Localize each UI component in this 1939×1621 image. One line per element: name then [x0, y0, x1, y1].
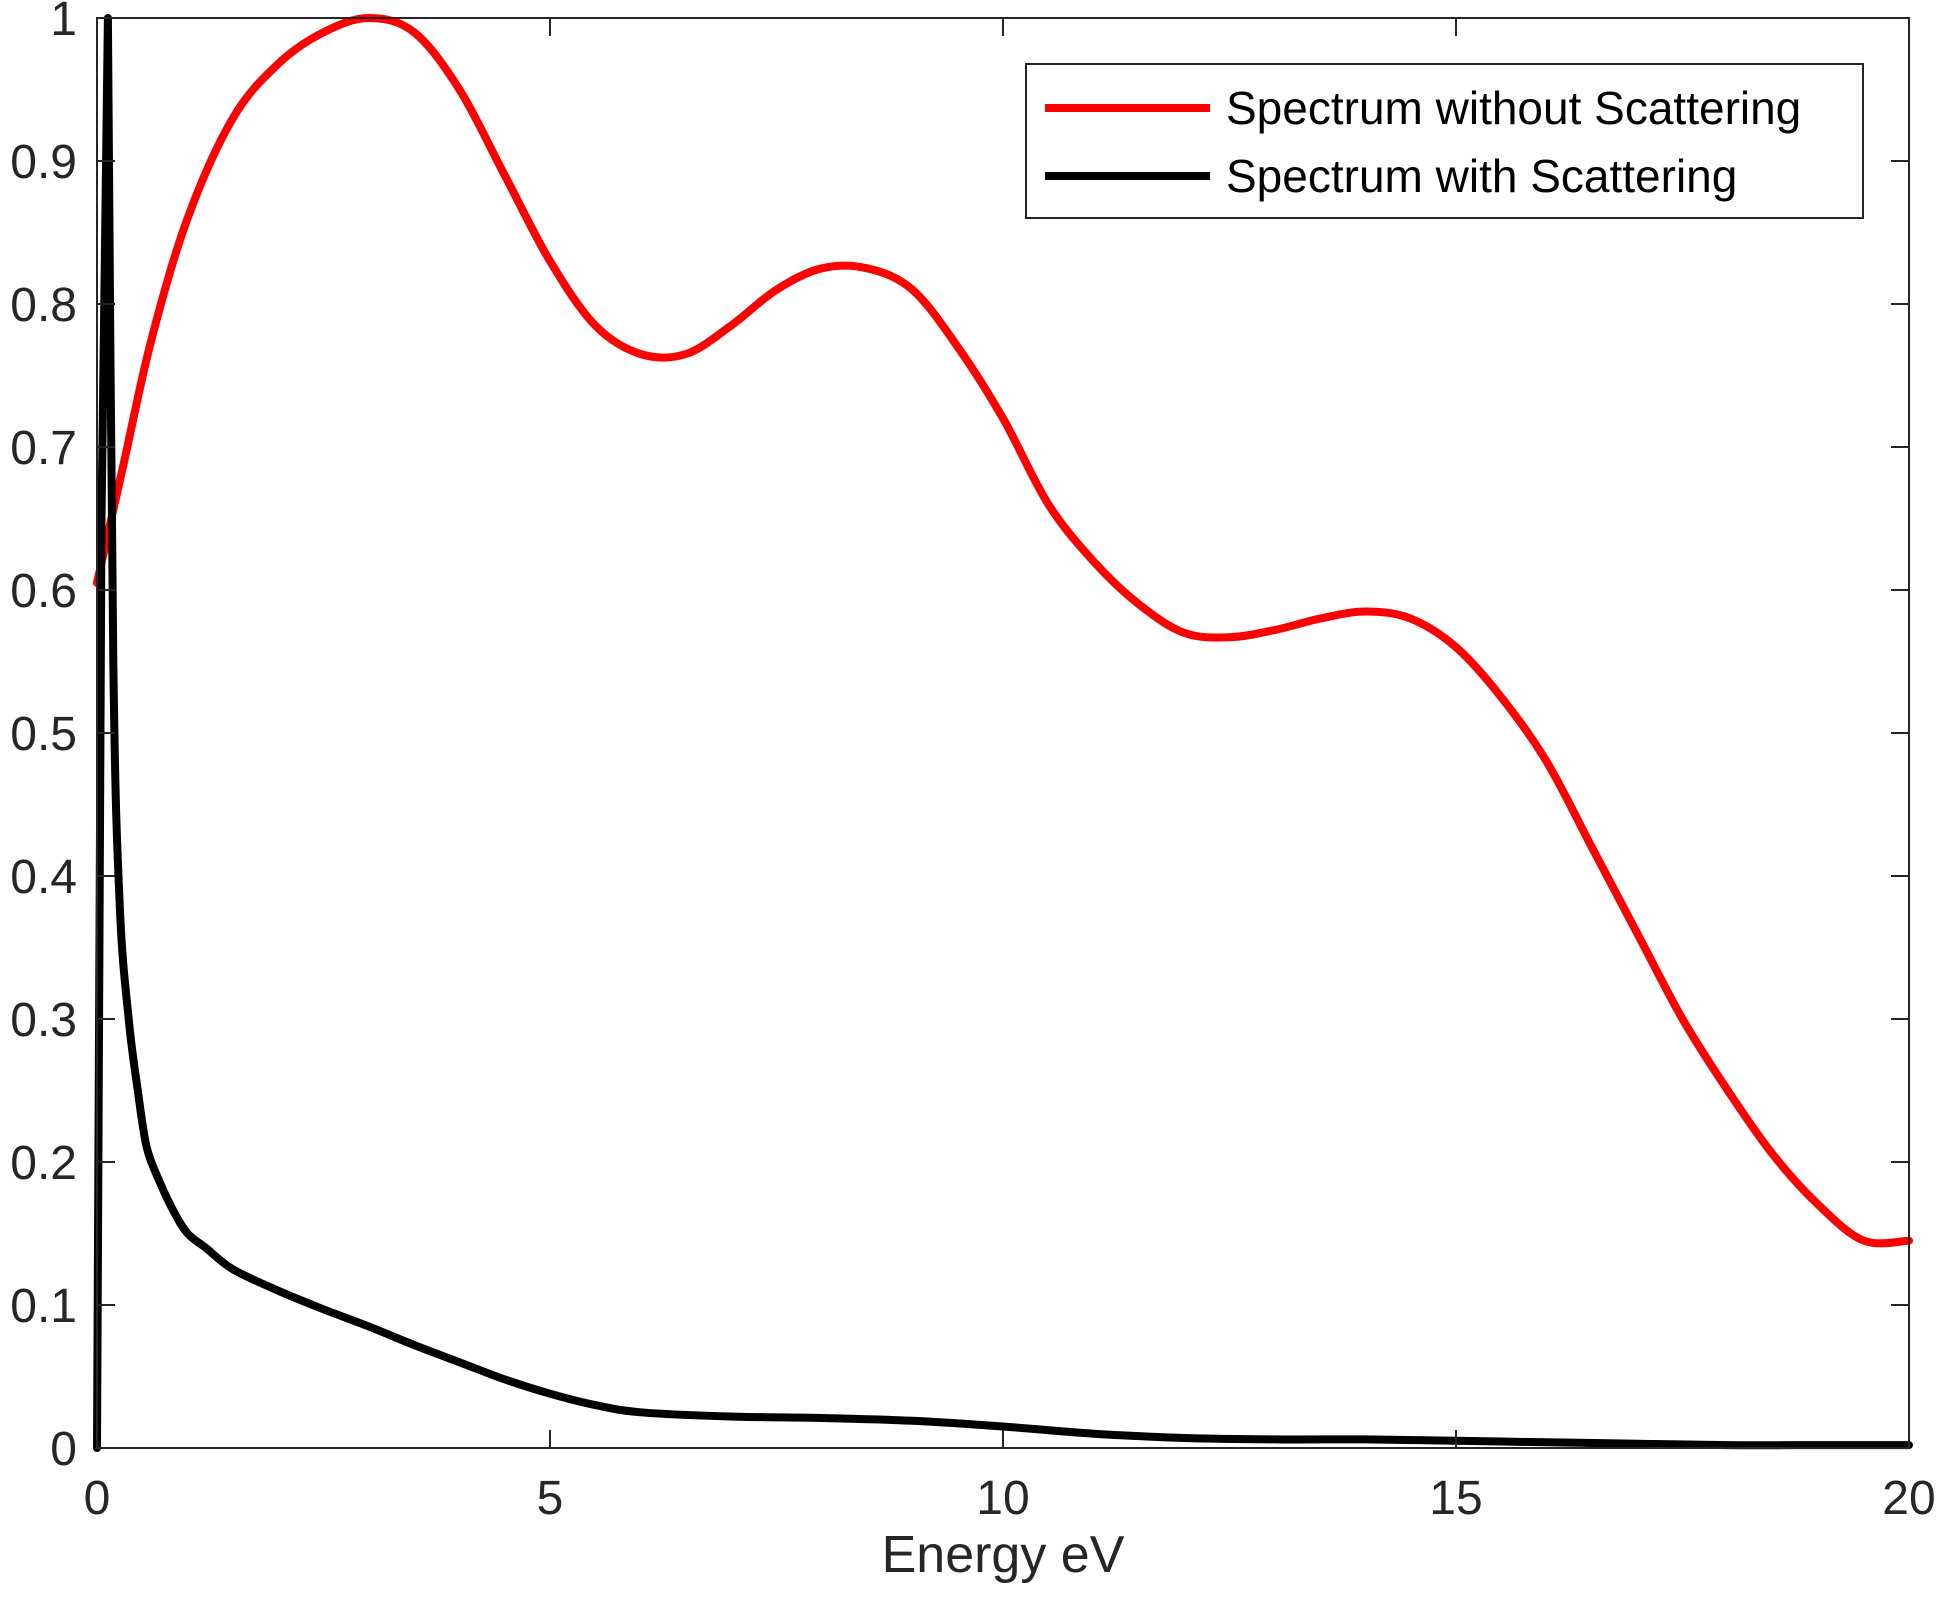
y-tick-label: 1: [50, 0, 77, 46]
y-tick-label: 0.4: [10, 851, 77, 904]
series-line-spectrum-with-scattering: [93, 14, 1913, 1452]
tick-layer: 0 5 10 15 20 0 0.1 0.2 0.3 0.4 0.5 0.6 0.7 0.8 0.9 1: [10, 0, 1935, 1525]
x-axis-title: Energy eV: [882, 1526, 1125, 1584]
series-layer: [93, 14, 1913, 1452]
y-tick-label: 0.1: [10, 1280, 77, 1333]
legend-box: [1025, 63, 1864, 219]
y-tick-label: 0.3: [10, 994, 77, 1047]
x-tick-label: 5: [537, 1472, 564, 1525]
legend-label-spectrum-without-scattering: Spectrum without Scattering: [1226, 82, 1801, 134]
y-tick-label: 0.9: [10, 136, 77, 189]
x-tick-label: 20: [1882, 1472, 1935, 1525]
y-tick-label: 0.6: [10, 565, 77, 618]
series-line-spectrum-without-scattering: [93, 14, 1913, 1248]
x-tick-label: 0: [84, 1472, 111, 1525]
y-tick-label: 0.5: [10, 708, 77, 761]
y-tick-label: 0: [50, 1423, 77, 1476]
y-tick-label: 0.7: [10, 422, 77, 475]
x-tick-label: 10: [976, 1472, 1029, 1525]
plot-area: [97, 18, 1909, 1448]
legend: Spectrum without Scattering Spectrum wit…: [1025, 63, 1864, 219]
y-tick-label: 0.8: [10, 279, 77, 332]
legend-label-spectrum-with-scattering: Spectrum with Scattering: [1226, 150, 1737, 202]
x-tick-label: 15: [1429, 1472, 1482, 1525]
y-tick-label: 0.2: [10, 1137, 77, 1190]
